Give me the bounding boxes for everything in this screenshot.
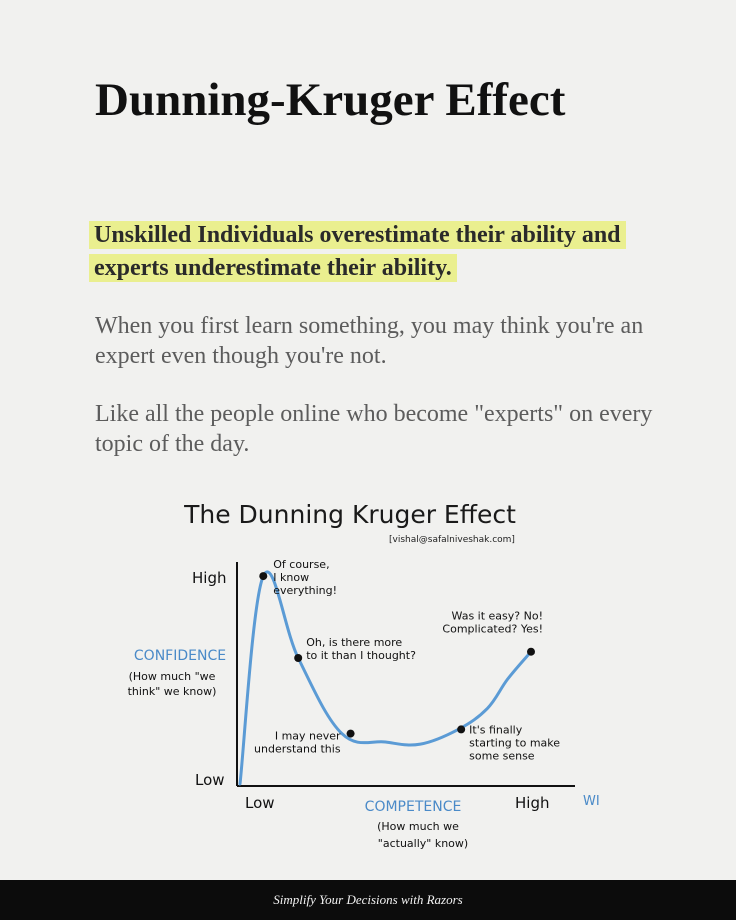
page-title: Dunning-Kruger Effect [95, 74, 566, 126]
annotation-1-line-2: I know [273, 571, 309, 584]
highlight-text: Unskilled Individuals overestimate their… [89, 221, 626, 282]
paragraph-first-learn: When you first learn something, you may … [95, 313, 644, 369]
chart-title: The Dunning Kruger Effect [183, 500, 516, 529]
dunning-kruger-chart: The Dunning Kruger Effect [vishal@safaln… [128, 500, 600, 850]
annotation-5-line-1: Was it easy? No! [452, 610, 543, 623]
y-tick-low: Low [195, 771, 225, 789]
x-tick-low: Low [245, 794, 275, 812]
highlight-block: Unskilled Individuals overestimate their… [89, 219, 669, 285]
x-axis-sublabel-2: "actually" know) [378, 837, 468, 850]
x-axis-sublabel-1: (How much we [377, 820, 459, 833]
annotation-1-line-3: everything! [273, 584, 337, 597]
annotation-point-1 [259, 572, 268, 581]
annotation-4-line-3: some sense [469, 749, 535, 762]
footer-banner: Simplify Your Decisions with Razors [0, 880, 736, 920]
annotation-3-line-1: I may never [275, 730, 341, 743]
annotation-point-5 [527, 647, 535, 656]
annotation-2-line-2: to it than I thought? [306, 649, 416, 662]
annotation-5-line-2: Complicated? Yes! [442, 623, 543, 636]
chart-credit: [vishal@safalniveshak.com] [389, 535, 515, 545]
annotation-point-3 [346, 729, 355, 738]
paragraph-online-experts: Like all the people online who become "e… [95, 401, 653, 457]
y-tick-high: High [192, 569, 226, 587]
y-axis-sublabel-2: think" we know) [128, 685, 217, 698]
annotation-1-line-1: Of course, [273, 558, 329, 571]
annotation-4-line-1: It's finally [469, 723, 523, 736]
annotation-4-line-2: starting to make [469, 736, 560, 749]
x-axis-label: COMPETENCE [365, 799, 462, 815]
y-axis-sublabel-1: (How much "we [129, 670, 216, 683]
x-tick-high: High [515, 794, 549, 812]
annotation-3-line-2: understand this [254, 743, 341, 756]
x-edge-text: WI [583, 794, 600, 809]
annotation-point-4 [457, 725, 466, 734]
annotation-2-line-1: Oh, is there more [306, 636, 402, 649]
annotation-point-2 [294, 654, 303, 662]
y-axis-label: CONFIDENCE [134, 648, 226, 664]
